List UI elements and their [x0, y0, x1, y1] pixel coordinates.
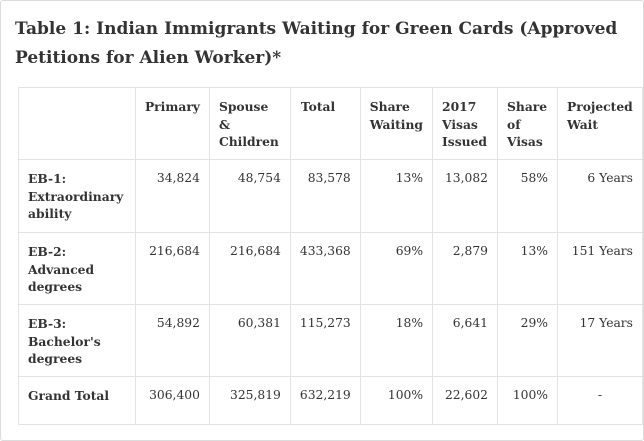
share-of-visas-cell: 29%: [497, 304, 558, 377]
projected-wait-cell: 17 Years: [556, 304, 644, 377]
table-row-grand-total: Grand Total 306,400 325,819 632,219 100%…: [18, 376, 644, 425]
header-spouse-children: Spouse & Children: [208, 87, 291, 160]
header-share-waiting: Share Waiting: [359, 87, 434, 160]
total-cell: 83,578: [289, 159, 361, 233]
visas-issued-cell: 2,879: [432, 232, 498, 305]
header-row: Primary Spouse & Children Total Share Wa…: [18, 87, 644, 160]
total-cell: 115,273: [289, 304, 361, 377]
primary-cell: 306,400: [134, 376, 210, 425]
spouse-children-cell: 325,819: [208, 376, 291, 425]
visas-issued-cell: 22,602: [432, 376, 498, 425]
table-title: Table 1: Indian Immigrants Waiting for G…: [15, 19, 618, 68]
share-of-visas-cell: 13%: [497, 232, 558, 305]
projected-wait-cell: 151 Years: [556, 232, 644, 305]
primary-cell: 54,892: [134, 304, 210, 377]
spouse-children-cell: 60,381: [208, 304, 291, 377]
projected-wait-cell: -: [556, 376, 644, 425]
primary-cell: 34,824: [134, 159, 210, 233]
total-cell: 433,368: [289, 232, 361, 305]
table-row-eb2: EB-2: Advanced degrees 216,684 216,684 4…: [18, 232, 644, 305]
share-waiting-cell: 69%: [359, 232, 434, 305]
share-of-visas-cell: 100%: [497, 376, 558, 425]
projected-wait-cell: 6 Years: [556, 159, 644, 233]
primary-cell: 216,684: [134, 232, 210, 305]
header-projected-wait: Projected Wait: [556, 87, 644, 160]
share-waiting-cell: 18%: [359, 304, 434, 377]
share-waiting-cell: 13%: [359, 159, 434, 233]
row-label: Grand Total: [18, 376, 136, 425]
total-cell: 632,219: [289, 376, 361, 425]
spouse-children-cell: 216,684: [208, 232, 291, 305]
header-primary: Primary: [134, 87, 210, 160]
header-cell-blank: [18, 87, 136, 160]
visas-issued-cell: 13,082: [432, 159, 498, 233]
spouse-children-cell: 48,754: [208, 159, 291, 233]
table-row-eb3: EB-3: Bachelor's degrees 54,892 60,381 1…: [18, 304, 644, 377]
share-waiting-cell: 100%: [359, 376, 434, 425]
header-total: Total: [289, 87, 361, 160]
visas-issued-cell: 6,641: [432, 304, 498, 377]
header-share-of-visas: Share of Visas: [497, 87, 558, 160]
green-card-table: Primary Spouse & Children Total Share Wa…: [18, 87, 644, 425]
row-label: EB-1: Extraordinary ability: [18, 159, 136, 233]
table-row-eb1: EB-1: Extraordinary ability 34,824 48,75…: [18, 159, 644, 233]
row-label: EB-3: Bachelor's degrees: [18, 304, 136, 377]
header-visas-issued: 2017 Visas Issued: [432, 87, 498, 160]
share-of-visas-cell: 58%: [497, 159, 558, 233]
row-label: EB-2: Advanced degrees: [18, 232, 136, 305]
